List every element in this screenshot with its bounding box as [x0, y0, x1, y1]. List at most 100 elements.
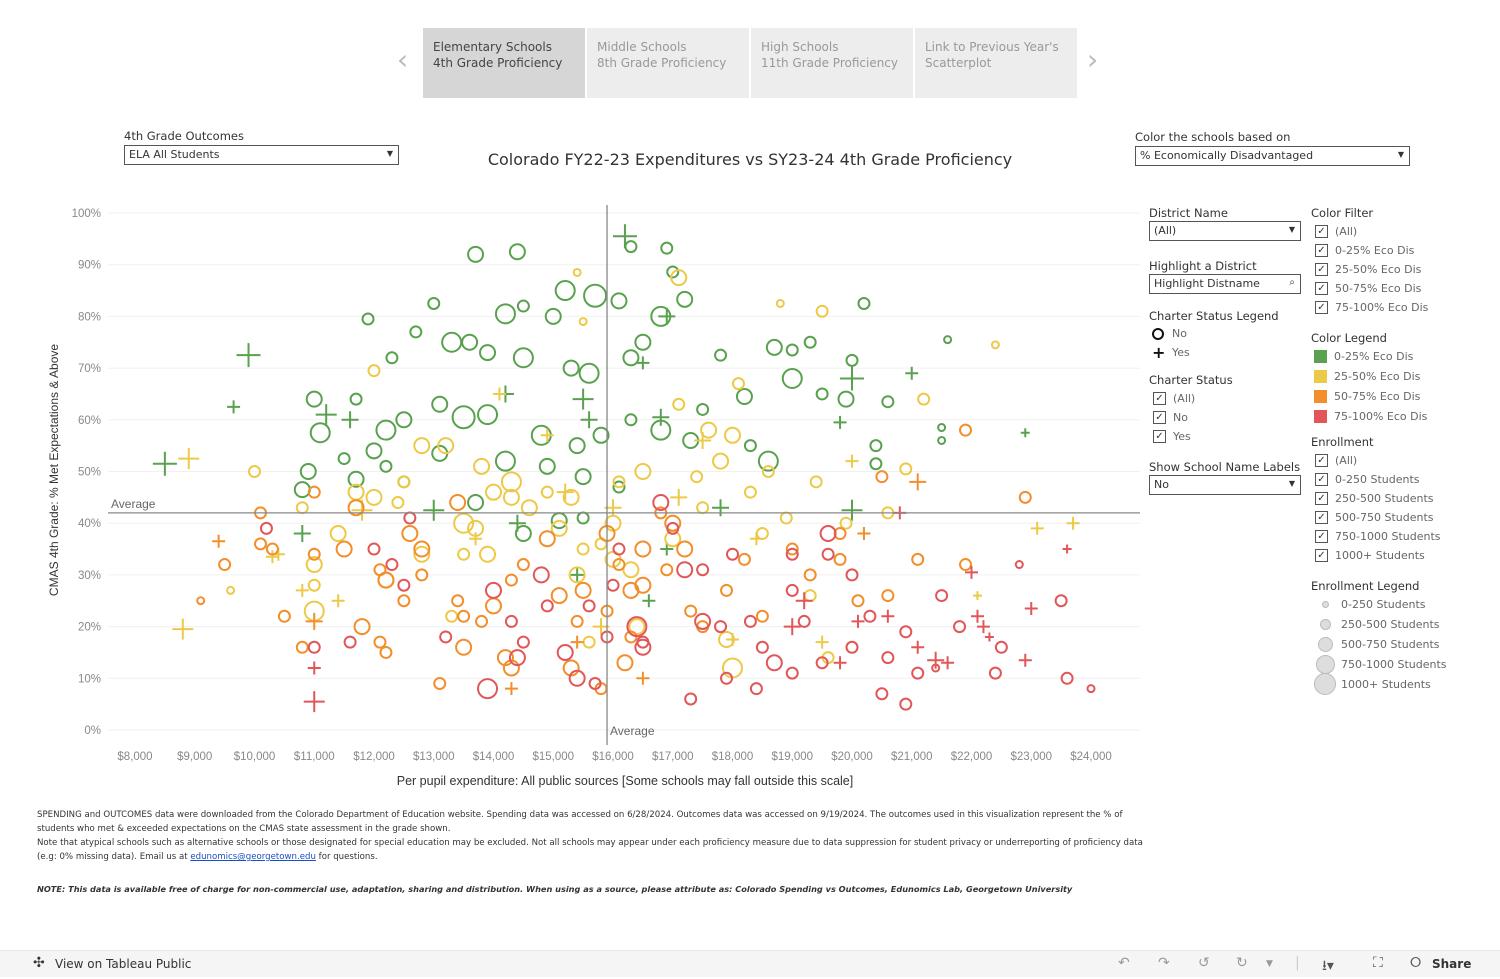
school-point — [307, 485, 321, 499]
highlight-district-input[interactable]: Highlight Distname ⌕ — [1149, 274, 1301, 294]
checkbox-checked-icon[interactable]: ✓ — [1153, 411, 1166, 424]
email-link[interactable]: edunomics@georgetown.edu — [190, 852, 316, 862]
charter-school-point — [911, 640, 925, 654]
checkbox-checked-icon[interactable]: ✓ — [1315, 244, 1328, 257]
school-point — [990, 340, 1000, 350]
school-point — [413, 437, 431, 455]
charter-school-point — [580, 411, 598, 429]
school-point — [696, 563, 710, 577]
redo-icon[interactable]: ↷ — [1158, 955, 1170, 971]
district-dropdown[interactable]: (All) ▼ — [1149, 221, 1301, 241]
refresh-icon[interactable]: ↻ — [1236, 955, 1248, 971]
charter-school-point — [1024, 602, 1038, 616]
school-point — [755, 527, 769, 541]
notes-text: for questions. — [315, 852, 378, 862]
school-point — [477, 404, 499, 426]
checkbox-checked-icon[interactable]: ✓ — [1153, 430, 1166, 443]
school-point — [477, 678, 499, 700]
school-point — [837, 390, 855, 408]
school-point — [361, 312, 375, 326]
school-point — [496, 649, 514, 667]
enrollment-option[interactable]: ✓ 0-250 Students — [1315, 470, 1441, 489]
tab-middle[interactable]: Middle Schools 8th Grade Proficiency — [587, 28, 749, 98]
tabs-prev-arrow[interactable]: ‹ — [397, 43, 409, 76]
checkbox-checked-icon[interactable]: ✓ — [1315, 263, 1328, 276]
tab-high[interactable]: High Schools 11th Grade Proficiency — [751, 28, 913, 98]
checkbox-checked-icon[interactable]: ✓ — [1315, 225, 1328, 238]
show-labels-dropdown[interactable]: No ▼ — [1149, 475, 1301, 495]
checkbox-checked-icon[interactable]: ✓ — [1315, 454, 1328, 467]
checkbox-checked-icon[interactable]: ✓ — [1315, 511, 1328, 524]
school-point — [451, 405, 476, 430]
school-point — [570, 614, 584, 628]
tab-previous-year[interactable]: Link to Previous Year's Scatterplot — [915, 28, 1077, 98]
download-icon[interactable]: ⭳▾ — [1322, 958, 1334, 974]
school-point — [785, 542, 799, 556]
school-point — [735, 388, 753, 406]
school-point — [726, 547, 739, 561]
charter-status-option[interactable]: ✓ Yes — [1153, 427, 1195, 446]
view-on-tableau-link[interactable]: View on Tableau Public — [55, 957, 192, 971]
school-point — [684, 692, 698, 706]
checkbox-checked-icon[interactable]: ✓ — [1315, 530, 1328, 543]
school-point — [377, 571, 395, 589]
y-tick-label: 60% — [78, 415, 101, 427]
charter-status-option[interactable]: ✓ No — [1153, 408, 1195, 427]
charter-school-point — [1018, 653, 1032, 667]
school-point — [451, 594, 465, 608]
color-by-dropdown[interactable]: % Economically Disadvantaged ▼ — [1135, 146, 1410, 166]
chevron-down-icon[interactable]: ▼ — [1266, 959, 1273, 969]
enrollment-option[interactable]: ✓ 1000+ Students — [1315, 546, 1441, 565]
color-filter-option[interactable]: ✓ 0-25% Eco Dis — [1315, 241, 1428, 260]
outcomes-dropdown[interactable]: ELA All Students ▼ — [124, 145, 399, 165]
checkbox-checked-icon[interactable]: ✓ — [1315, 282, 1328, 295]
share-icon[interactable]: ⭘ — [1410, 955, 1422, 971]
school-point — [628, 618, 646, 636]
school-point — [785, 666, 799, 680]
notes-sources: SPENDING and OUTCOMES data were download… — [37, 810, 1123, 834]
enrollment-option[interactable]: ✓ 750-1000 Students — [1315, 527, 1441, 546]
school-point — [676, 290, 694, 308]
tableau-logo-icon: ✣ — [33, 955, 45, 971]
enrollment-option[interactable]: ✓ 250-500 Students — [1315, 489, 1441, 508]
charter-status-option[interactable]: ✓ (All) — [1153, 389, 1195, 408]
color-legend-item: 50-75% Eco Dis — [1314, 386, 1427, 406]
checkbox-checked-icon[interactable]: ✓ — [1315, 492, 1328, 505]
charter-school-point — [305, 612, 323, 630]
school-point — [554, 280, 576, 302]
color-legend-item: 0-25% Eco Dis — [1314, 346, 1427, 366]
revert-icon[interactable]: ↺ — [1198, 955, 1210, 971]
enrollment-option[interactable]: ✓ (All) — [1315, 451, 1441, 470]
school-point — [455, 638, 473, 656]
charter-school-point — [341, 411, 359, 429]
school-point — [700, 421, 718, 439]
divider: | — [1295, 955, 1300, 971]
checkbox-label: 750-1000 Students — [1335, 530, 1441, 543]
color-by-value: % Economically Disadvantaged — [1140, 149, 1314, 162]
charter-school-point — [984, 632, 994, 642]
school-point — [520, 499, 538, 517]
school-point — [606, 578, 620, 592]
checkbox-checked-icon[interactable]: ✓ — [1315, 549, 1328, 562]
enrollment-option[interactable]: ✓ 500-750 Students — [1315, 508, 1441, 527]
school-point — [881, 651, 895, 665]
enrollment-legend-item: 1000+ Students — [1313, 673, 1447, 695]
color-filter-option[interactable]: ✓ 75-100% Eco Dis — [1315, 298, 1428, 317]
school-point — [634, 576, 652, 594]
notes: SPENDING and OUTCOMES data were download… — [37, 808, 1147, 896]
school-point — [953, 620, 967, 634]
checkbox-checked-icon[interactable]: ✓ — [1315, 473, 1328, 486]
tab-elementary[interactable]: Elementary Schools 4th Grade Proficiency — [423, 28, 585, 98]
color-filter-option[interactable]: ✓ (All) — [1315, 222, 1428, 241]
fullscreen-icon[interactable]: ⛶ — [1373, 955, 1383, 971]
undo-icon[interactable]: ↶ — [1118, 955, 1130, 971]
school-point — [785, 343, 799, 357]
color-filter-option[interactable]: ✓ 25-50% Eco Dis — [1315, 260, 1428, 279]
checkbox-checked-icon[interactable]: ✓ — [1315, 301, 1328, 314]
tabs-next-arrow[interactable]: › — [1087, 43, 1099, 76]
enrollment-legend-item: 0-250 Students — [1313, 594, 1447, 614]
share-button[interactable]: Share — [1432, 957, 1472, 971]
color-filter-option[interactable]: ✓ 50-75% Eco Dis — [1315, 279, 1428, 298]
checkbox-checked-icon[interactable]: ✓ — [1153, 392, 1166, 405]
school-point — [494, 450, 516, 472]
